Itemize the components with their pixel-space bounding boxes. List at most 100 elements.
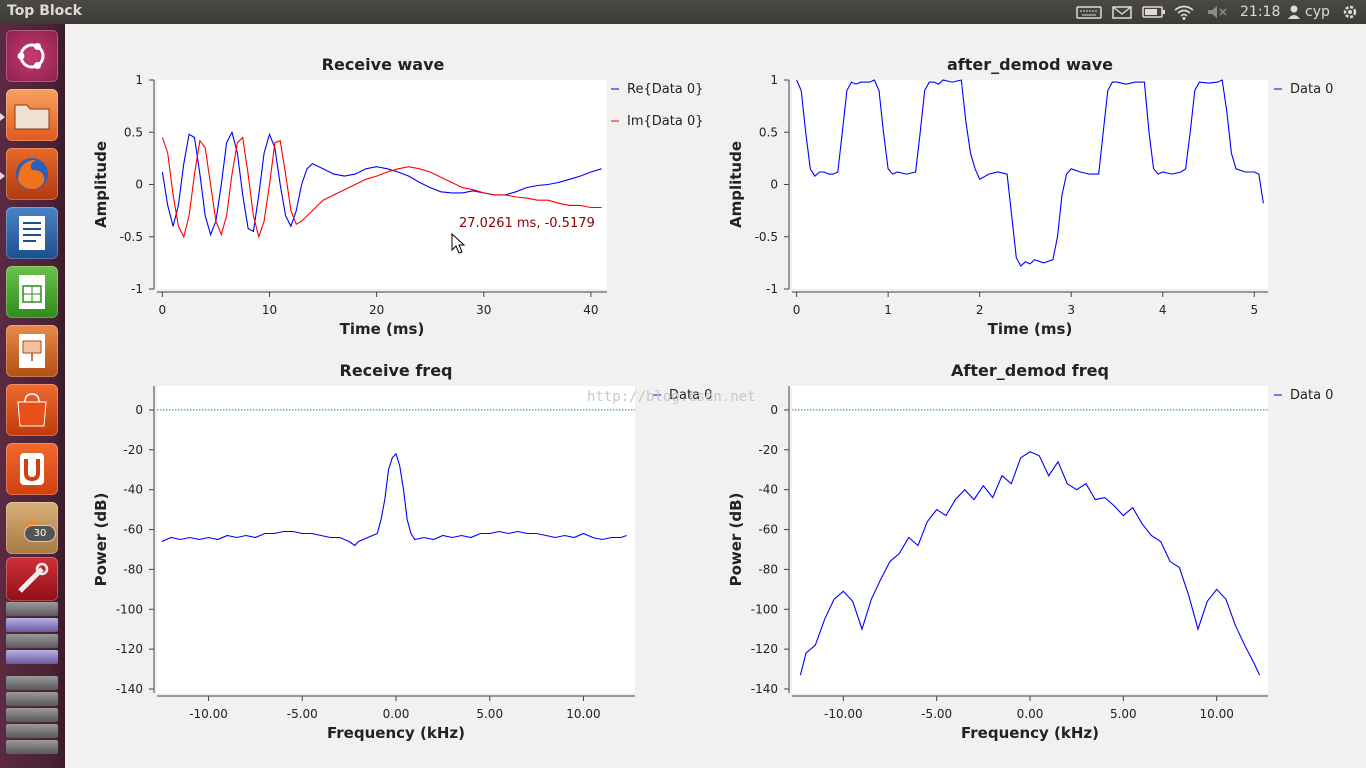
clock[interactable]: 21:18 [1240,4,1281,20]
chart-title: After_demod freq [951,361,1109,380]
legend-label: Re{Data 0} [627,82,703,97]
document-icon [19,216,45,250]
plot-canvas [157,80,607,289]
y-tick-label: -40 [758,483,778,497]
launcher: 30 [0,24,65,768]
user-icon[interactable] [1287,3,1301,21]
top-panel: Top Block 21:18 cyp [0,0,1366,24]
y-tick-label: 0.5 [759,125,778,139]
y-tick-label: -100 [751,602,778,616]
stacked-window-button[interactable] [6,602,58,616]
spreadsheet-icon [19,275,45,309]
y-axis-label: Power (dB) [92,493,110,587]
y-tick-label: -60 [758,523,778,537]
ubuntu-logo-icon [17,43,45,69]
x-tick-label: -5.00 [921,707,952,721]
folder-icon [14,104,50,130]
x-tick-label: 10.00 [566,707,600,721]
x-tick-label: 3 [1067,303,1075,317]
y-tick-label: -0.5 [755,230,778,244]
y-tick-label: 1 [770,73,778,87]
x-tick-label: 10.00 [1199,707,1233,721]
ubuntu-one-icon [20,453,44,485]
system-settings-launcher[interactable] [6,557,58,601]
running-indicator [0,113,5,121]
y-tick-label: 0 [770,178,778,192]
stacked-window-button[interactable] [6,676,58,690]
software-center-launcher[interactable] [6,384,58,436]
x-tick-label: 10 [262,303,277,317]
plot-area: 1 0.5 0 -0.5 -1 0 10 20 30 40 Receive wave Time (ms… [65,24,1366,768]
stacked-window-button[interactable] [6,692,58,706]
x-tick-label: 4 [1159,303,1167,317]
impress-launcher[interactable] [6,325,58,377]
x-tick-label: 5.00 [476,707,503,721]
stacked-window-button[interactable] [6,618,58,632]
y-tick-label: -40 [123,483,143,497]
wrench-icon [18,562,49,593]
volume-muted-icon[interactable] [1205,3,1229,21]
y-axis-label: Amplitude [92,141,110,228]
x-tick-label: 20 [369,303,384,317]
gear-icon[interactable] [1340,3,1360,21]
stacked-window-button[interactable] [6,634,58,648]
y-tick-label: -140 [116,682,143,696]
y-tick-label: 0 [135,403,143,417]
y-tick-label: -20 [758,443,778,457]
wifi-icon[interactable] [1173,3,1195,21]
y-axis-label: Power (dB) [727,493,745,587]
y-tick-label: -100 [116,602,143,616]
stacked-window-button[interactable] [6,724,58,738]
calc-launcher[interactable] [6,266,58,318]
x-tick-label: 40 [583,303,598,317]
running-indicator [0,172,5,180]
battery-icon[interactable] [1142,3,1166,21]
user-name[interactable]: cyp [1305,4,1330,20]
stacked-window-button[interactable] [6,708,58,722]
shopping-bag-icon [17,393,47,427]
window-title: Top Block [7,3,82,19]
plot-canvas [792,386,1268,693]
y-tick-label: -140 [751,682,778,696]
x-tick-label: 5 [1250,303,1258,317]
chart-title: Receive freq [340,361,453,380]
legend-label: Data 0 [669,388,712,403]
plot-canvas [792,80,1268,289]
files-launcher[interactable] [6,89,58,141]
x-tick-label: 0.00 [383,707,410,721]
x-axis-label: Frequency (kHz) [961,724,1099,742]
x-tick-label: 30 [476,303,491,317]
x-tick-label: 5.00 [1110,707,1137,721]
firefox-icon [16,158,48,190]
x-tick-label: 1 [884,303,892,317]
keyboard-icon[interactable] [1076,3,1102,21]
chart-title: Receive wave [322,55,445,74]
firefox-launcher[interactable] [6,148,58,200]
y-tick-label: -0.5 [120,230,143,244]
y-tick-label: -120 [751,642,778,656]
series-line-0 [796,79,1264,267]
update-count-badge: 30 [25,526,55,541]
dash-button[interactable] [6,30,58,82]
legend-label: Data 0 [1290,388,1333,403]
x-tick-label: 0 [793,303,801,317]
x-tick-label: -10.00 [824,707,863,721]
y-tick-label: 0.5 [124,125,143,139]
y-tick-label: 1 [135,73,143,87]
stacked-window-button[interactable] [6,650,58,664]
ubuntu-one-launcher[interactable] [6,443,58,495]
mail-icon[interactable] [1111,3,1133,21]
plot-canvas [157,386,635,693]
stacked-window-button[interactable] [6,740,58,754]
y-tick-label: -80 [758,562,778,576]
x-tick-label: 0.00 [1017,707,1044,721]
x-axis-label: Time (ms) [988,320,1073,338]
y-axis-label: Amplitude [727,141,745,228]
y-tick-label: 0 [770,403,778,417]
x-tick-label: -10.00 [189,707,228,721]
presentation-icon [19,334,45,368]
writer-launcher[interactable] [6,207,58,259]
chart-title: after_demod wave [947,55,1113,74]
series-line-1 [161,136,602,239]
